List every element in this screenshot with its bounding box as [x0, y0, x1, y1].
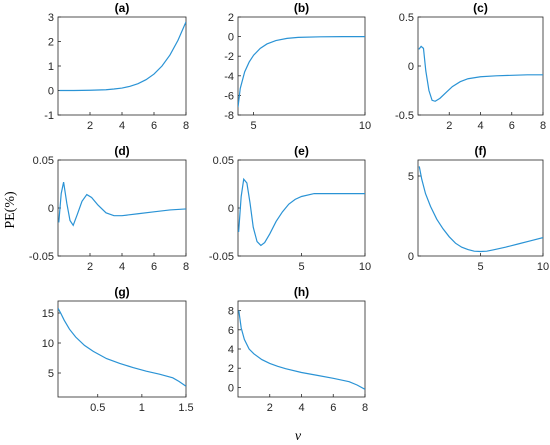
- y-tick-label: 0.5: [399, 12, 414, 24]
- y-tick-label: 2: [48, 37, 54, 49]
- y-tick-label: 0: [228, 203, 234, 215]
- plot-frame: [57, 16, 187, 116]
- y-tick-label: -0.5: [395, 110, 414, 122]
- subplot-title: (e): [294, 144, 309, 158]
- y-tick-label: 15: [42, 308, 54, 320]
- x-tick-label: 6: [509, 120, 515, 132]
- y-tick-label: -0.05: [29, 251, 54, 263]
- y-tick-label: -6: [224, 90, 234, 102]
- y-tick-label: 0: [228, 382, 234, 394]
- subplot-6: (g) 0.5 1 1.5 5 10 15: [42, 285, 194, 414]
- y-tick-label: 0: [408, 61, 414, 73]
- y-tick-label: -8: [224, 110, 234, 122]
- y-axis-label: PE(%): [3, 191, 18, 229]
- x-tick-label: 2: [87, 120, 93, 132]
- y-tick-label: 2: [228, 363, 234, 375]
- y-tick-label: 3: [48, 12, 54, 24]
- y-tick-label: 8: [228, 306, 234, 318]
- y-tick-label: 0: [48, 86, 54, 98]
- series-line: [58, 181, 186, 227]
- y-tick-label: 5: [48, 368, 54, 380]
- subplot-0: (a) 2 4 6 8 -1 0 1 2 3: [44, 1, 189, 132]
- plot-frame: [237, 159, 366, 257]
- subplot-title: (d): [114, 144, 129, 158]
- x-tick-label: 6: [151, 120, 157, 132]
- x-tick-label: 4: [477, 120, 483, 132]
- y-tick-label: -1: [44, 110, 54, 122]
- plot-frame: [57, 300, 187, 398]
- x-tick-label: 5: [251, 120, 257, 132]
- series-line: [418, 45, 543, 102]
- y-tick-label: 10: [42, 338, 54, 350]
- subplot-title: (b): [294, 1, 309, 15]
- x-tick-label: 4: [298, 402, 304, 414]
- x-tick-label: 8: [362, 402, 368, 414]
- x-tick-label: 8: [540, 120, 546, 132]
- subplot-title: (a): [115, 1, 130, 15]
- plot-frame: [57, 159, 187, 257]
- y-tick-label: -0.05: [209, 251, 234, 263]
- y-tick-label: 6: [228, 325, 234, 337]
- y-tick-label: -4: [224, 71, 234, 83]
- x-tick-label: 4: [119, 120, 125, 132]
- y-tick-label: 0: [48, 203, 54, 215]
- subplot-title: (f): [475, 144, 487, 158]
- subplot-title: (c): [473, 1, 488, 15]
- series-line: [238, 36, 365, 108]
- subplot-title: (g): [114, 285, 129, 299]
- subplot-3: (d) 2 4 6 8 -0.05 0 0.05: [29, 144, 189, 273]
- x-tick-label: 1: [139, 402, 145, 414]
- subplot-5: (f) 5 10 0 5: [408, 144, 549, 273]
- x-tick-label: 10: [359, 120, 371, 132]
- subplot-4: (e) 5 10 -0.05 0 0.05: [209, 144, 371, 273]
- x-tick-label: 0.5: [90, 402, 105, 414]
- series-line: [238, 310, 365, 390]
- x-tick-label: 8: [183, 120, 189, 132]
- y-tick-label: 1: [48, 61, 54, 73]
- series-line: [59, 21, 186, 92]
- x-tick-label: 2: [267, 402, 273, 414]
- y-tick-label: 0.05: [33, 155, 54, 167]
- x-tick-label: 5: [477, 261, 483, 273]
- x-tick-label: 1.5: [178, 402, 193, 414]
- plot-frame: [237, 300, 366, 398]
- subplot-title: (h): [294, 285, 309, 299]
- plot-frame: [417, 159, 544, 257]
- y-tick-label: 5: [408, 171, 414, 183]
- plot-frame: [237, 16, 366, 116]
- x-tick-label: 4: [119, 261, 125, 273]
- x-axis-label: v: [295, 429, 302, 444]
- x-tick-label: 2: [87, 261, 93, 273]
- series-line: [58, 307, 186, 387]
- y-tick-label: 0: [228, 32, 234, 44]
- x-tick-label: 2: [446, 120, 452, 132]
- subplot-1: (b) 5 10 -8 -6 -4 -2 0 2: [224, 1, 371, 132]
- y-tick-label: -2: [224, 51, 234, 63]
- x-tick-label: 10: [359, 261, 371, 273]
- x-tick-label: 6: [330, 402, 336, 414]
- series-line: [238, 177, 365, 247]
- x-tick-label: 6: [151, 261, 157, 273]
- subplot-2: (c) 2 4 6 8 -0.5 0 0.5: [395, 1, 546, 132]
- x-tick-label: 8: [183, 261, 189, 273]
- y-tick-label: 4: [228, 344, 234, 356]
- x-tick-label: 5: [298, 261, 304, 273]
- subplot-7: (h) 2 4 6 8 0 2 4 6 8: [228, 285, 368, 414]
- y-tick-label: 0.05: [213, 155, 234, 167]
- series-line: [418, 166, 543, 253]
- y-tick-label: 2: [228, 12, 234, 24]
- x-tick-label: 10: [537, 261, 549, 273]
- y-tick-label: 0: [408, 251, 414, 263]
